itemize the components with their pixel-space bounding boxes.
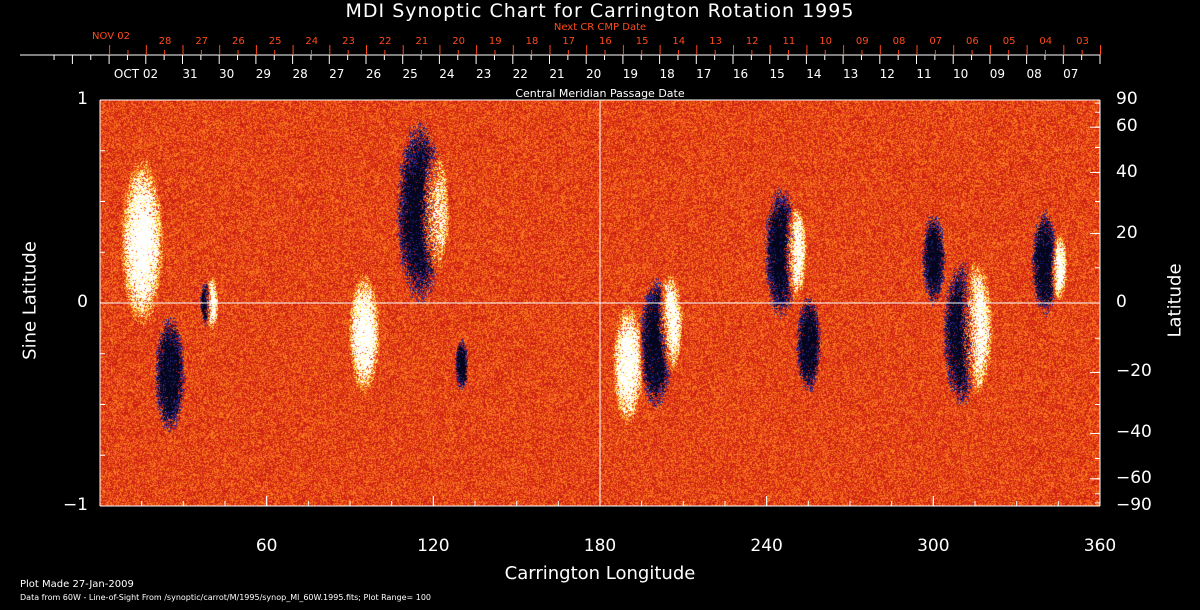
cmp-date-label: 07 (1063, 67, 1079, 81)
next-cmp-axis-label: Next CR CMP Date (553, 22, 647, 33)
cmp-date-label: 27 (329, 67, 345, 81)
next-cmp-date-label: 23 (342, 36, 355, 47)
cmp-axis-label: Central Meridian Passage Date (515, 87, 685, 100)
x-tick-label: 360 (1083, 536, 1117, 556)
next-cmp-date-label: 13 (709, 36, 722, 47)
next-cmp-date-label: 12 (745, 36, 759, 47)
lat-tick-label: −40 (1116, 422, 1152, 443)
next-cmp-date-label: 26 (232, 36, 245, 47)
next-cmp-date-label: 27 (195, 36, 209, 47)
next-cmp-date-label: 18 (525, 36, 539, 47)
next-cmp-date-label: 11 (782, 36, 796, 47)
cmp-date-label: 09 (989, 67, 1006, 81)
next-cmp-date-label: 05 (1002, 36, 1016, 47)
x-tick-label: 300 (917, 536, 950, 556)
cmp-date-label: 11 (916, 67, 932, 81)
lat-tick-label: 60 (1116, 116, 1138, 137)
cmp-date-label: 18 (659, 67, 675, 81)
cmp-date-label: 12 (879, 67, 895, 81)
next-cmp-date-label: 17 (562, 36, 576, 47)
x-tick-label: 60 (255, 536, 278, 556)
cmp-date-label: 23 (475, 67, 492, 81)
cmp-date-label: 24 (439, 67, 455, 81)
lat-tick-label: 90 (1116, 89, 1138, 109)
x-tick-label: 240 (750, 536, 783, 556)
lat-tick-label: 40 (1116, 161, 1138, 182)
lat-tick-label: −90 (1116, 495, 1152, 515)
cmp-date-label: 15 (769, 67, 785, 81)
cmp-date-label: 10 (953, 67, 969, 81)
next-cmp-date-label: NOV 02 (92, 31, 130, 42)
next-cmp-date-label: 14 (672, 36, 686, 47)
lat-tick-label: −20 (1116, 361, 1152, 382)
x-tick-label: 180 (583, 536, 617, 556)
cmp-date-label: 13 (842, 67, 859, 81)
cmp-date-label: 25 (402, 67, 418, 81)
y-tick-label: −1 (62, 495, 88, 515)
next-cmp-date-label: 06 (966, 36, 979, 47)
next-cmp-date-label: 22 (378, 36, 392, 47)
y-axis-label: Sine Latitude (19, 241, 41, 360)
cmp-date-label: 16 (732, 67, 749, 81)
data-source-note: Data from 60W - Line-of-Sight From /syno… (20, 593, 432, 602)
cmp-date-label: 21 (549, 67, 565, 81)
cmp-date-label: 17 (696, 67, 712, 81)
next-cmp-date-label: 25 (268, 36, 282, 47)
cmp-date-label: 26 (365, 67, 382, 81)
next-cmp-date-label: 08 (892, 36, 906, 47)
x-axis-label: Carrington Longitude (504, 563, 696, 584)
cmp-date-label: 08 (1026, 67, 1042, 81)
next-cmp-date-label: 09 (855, 36, 869, 47)
cmp-date-label: 19 (622, 67, 639, 81)
next-cmp-date-label: 19 (488, 36, 502, 47)
next-cmp-date-label: 16 (599, 36, 612, 47)
cmp-date-label: 29 (255, 67, 272, 81)
y-tick-label: 0 (77, 292, 88, 312)
next-cmp-date-label: 04 (1039, 36, 1053, 47)
cmp-date-label: 30 (219, 67, 235, 81)
x-tick-label: 120 (417, 536, 450, 556)
cmp-date-label: OCT 02 (113, 67, 159, 81)
next-cmp-date-label: 15 (635, 36, 649, 47)
cmp-date-label: 28 (292, 67, 308, 81)
lat-tick-label: 0 (1116, 292, 1127, 312)
y2-axis-label: Latitude (1164, 263, 1186, 338)
next-cmp-date-label: 24 (305, 36, 319, 47)
chart-title: MDI Synoptic Chart for Carrington Rotati… (345, 0, 855, 22)
cmp-date-label: 20 (586, 67, 602, 81)
next-cmp-date-label: 21 (415, 36, 429, 47)
lat-tick-label: 20 (1116, 222, 1138, 243)
plot-made-note: Plot Made 27-Jan-2009 (20, 579, 134, 590)
next-cmp-date-label: 10 (819, 36, 832, 47)
cmp-date-label: 22 (512, 67, 528, 81)
y-tick-label: 1 (77, 89, 88, 109)
cmp-date-label: 14 (806, 67, 822, 81)
next-cmp-date-label: 07 (929, 36, 943, 47)
lat-tick-label: −60 (1116, 467, 1152, 488)
next-cmp-date-label: 20 (452, 36, 465, 47)
next-cmp-date-label: 03 (1076, 36, 1089, 47)
cmp-date-label: 31 (182, 67, 198, 81)
next-cmp-date-label: 28 (158, 36, 172, 47)
